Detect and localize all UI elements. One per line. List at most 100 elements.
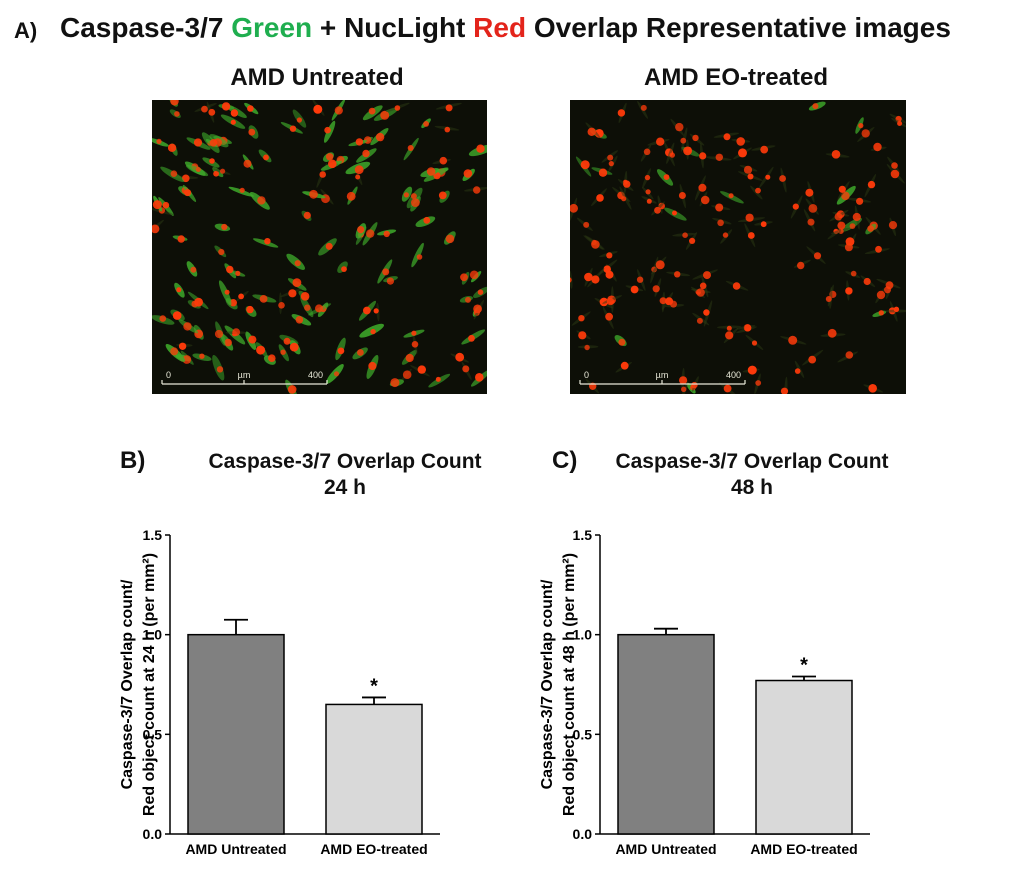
nucleus (174, 111, 180, 117)
nucleus (780, 387, 789, 394)
nucleus (209, 139, 218, 147)
nucleus (370, 328, 376, 335)
nucleus (190, 266, 197, 273)
nucleus (315, 304, 323, 313)
scale-bar-end: 400 (308, 370, 323, 380)
y-tick-label: 1.5 (143, 527, 163, 543)
nucleus (363, 306, 371, 315)
nucleus (177, 235, 185, 243)
nucleus (226, 265, 234, 274)
nucleus (838, 185, 846, 193)
nucleus (599, 297, 609, 307)
nucleus (309, 189, 318, 199)
nucleus (382, 268, 390, 276)
nucleus (468, 334, 475, 342)
nucleus (208, 108, 216, 116)
nucleus (683, 146, 692, 156)
nucleus (736, 137, 745, 146)
nucleus (623, 180, 631, 188)
nucleus (326, 153, 334, 161)
nucleus (861, 129, 870, 138)
nucleus (435, 376, 441, 382)
nucleus (681, 386, 687, 392)
nucleus (402, 370, 412, 380)
nucleus (578, 331, 587, 340)
nucleus (366, 229, 375, 238)
nucleus (890, 169, 900, 179)
microscopy-image-untreated-canvas: 0 µm 400 (152, 100, 487, 394)
nucleus (445, 104, 453, 112)
nucleus (410, 193, 417, 200)
nucleus (717, 219, 724, 227)
nucleus (221, 223, 228, 231)
y-tick-label: 1.5 (573, 527, 593, 543)
nucleus (630, 285, 639, 294)
nucleus (875, 245, 882, 253)
nucleus (674, 271, 681, 278)
nucleus (726, 325, 732, 331)
nucleus (698, 183, 707, 192)
nucleus (156, 138, 162, 144)
nucleus (831, 150, 841, 159)
nucleus (183, 322, 192, 331)
nucleus (700, 195, 710, 205)
bar-eo-treated (325, 703, 423, 835)
nucleus (699, 282, 707, 290)
nucleus (570, 277, 572, 283)
nucleus (182, 355, 192, 364)
nucleus (678, 192, 686, 199)
nucleus (426, 167, 436, 176)
nucleus (264, 238, 271, 245)
scale-bar-start: 0 (584, 370, 589, 380)
nucleus (289, 125, 297, 132)
nucleus (184, 189, 192, 197)
nucleus (643, 148, 651, 156)
nucleus (745, 213, 754, 222)
nucleus (873, 142, 882, 152)
nucleus (455, 352, 465, 362)
y-tick-label: 1.0 (143, 627, 163, 643)
nucleus (162, 201, 170, 209)
nucleus (213, 170, 219, 177)
nucleus (280, 349, 286, 355)
microscopy-image-eo-treated: 0 µm 400 (570, 100, 906, 394)
nucleus (699, 152, 707, 160)
nucleus (825, 296, 832, 302)
bar-eo-treated (755, 679, 853, 835)
nucleus (845, 351, 854, 359)
y-axis-label-line1: Caspase-3/7 Overlap count/ (539, 579, 556, 789)
title-part-red: Red (473, 12, 527, 43)
nucleus (659, 297, 667, 305)
nucleus (354, 165, 364, 175)
nucleus (867, 180, 876, 189)
nucleus (849, 223, 856, 229)
nucleus (324, 126, 331, 134)
nucleus (221, 102, 231, 111)
nucleus (473, 304, 482, 314)
nucleus (214, 329, 224, 339)
nucleus (845, 287, 853, 295)
nucleus (675, 122, 684, 132)
scale-bar-unit: µm (656, 370, 669, 380)
nucleus (405, 353, 414, 363)
nucleus (570, 203, 578, 213)
nucleus (640, 104, 647, 111)
nucleus (170, 170, 178, 177)
nucleus (834, 212, 843, 221)
nucleus (607, 154, 614, 161)
nucleus (743, 165, 753, 174)
nucleus (591, 240, 600, 249)
nucleus (827, 328, 837, 338)
nucleus (283, 337, 291, 345)
nucleus (679, 376, 688, 385)
nucleus (888, 221, 898, 230)
page-title: Caspase-3/7 Green + NucLight Red Overlap… (60, 12, 951, 44)
panel-a-label: A) (14, 18, 38, 43)
nucleus (170, 100, 179, 106)
nucleus (747, 232, 755, 239)
panel-c-label: C) (552, 447, 578, 474)
chart-b: Caspase-3/7 Overlap count/Red object cou… (110, 505, 510, 866)
scale-bar-start: 0 (166, 370, 171, 380)
nucleus (691, 381, 698, 389)
nucleus (229, 299, 237, 307)
